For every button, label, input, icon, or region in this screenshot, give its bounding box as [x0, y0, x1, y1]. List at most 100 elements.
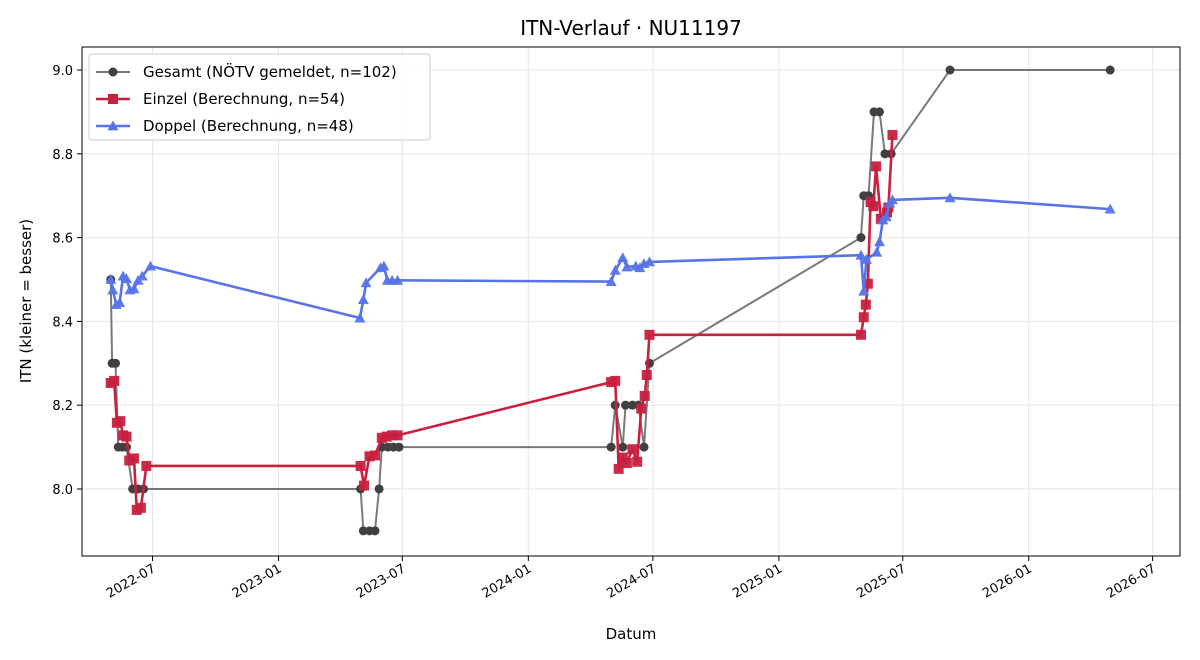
x-tick-label: 2024-01	[480, 561, 535, 601]
data-point	[636, 403, 647, 414]
data-point	[609, 264, 621, 275]
data-point	[1105, 65, 1115, 75]
data-point	[605, 276, 617, 287]
data-point	[639, 390, 650, 401]
data-point	[627, 444, 638, 455]
legend-entry: Doppel (Berechnung, n=48)	[143, 117, 354, 135]
data-point	[135, 502, 146, 513]
data-point	[856, 233, 866, 243]
data-point	[357, 294, 369, 305]
data-point	[855, 249, 867, 260]
legend-marker	[108, 94, 118, 104]
data-point	[394, 442, 404, 452]
data-point	[358, 526, 368, 536]
data-point	[621, 400, 631, 410]
legend-entry: Einzel (Berechnung, n=54)	[143, 90, 345, 108]
data-point	[862, 278, 873, 289]
legend-marker	[108, 67, 118, 77]
grid-lines	[82, 47, 1180, 556]
data-point	[144, 260, 156, 271]
data-point	[871, 246, 883, 257]
series-layer	[105, 65, 1116, 536]
data-point	[860, 299, 871, 310]
data-point	[107, 284, 119, 295]
data-point	[871, 161, 882, 172]
data-point	[880, 149, 890, 159]
data-point	[644, 329, 655, 340]
data-point	[621, 261, 633, 272]
data-point	[632, 456, 643, 467]
y-axis-ticks: 8.0 8.2 8.4 8.6 8.8 9.0	[52, 64, 82, 498]
data-point	[858, 285, 870, 296]
data-point	[618, 442, 628, 452]
data-point	[886, 194, 898, 205]
series-markers	[105, 192, 1116, 323]
series-triangle	[105, 192, 1116, 323]
data-point	[129, 453, 140, 464]
data-point	[369, 450, 380, 461]
data-point	[359, 480, 370, 491]
data-point	[860, 253, 872, 264]
x-tick-label: 2026-01	[980, 561, 1035, 601]
legend-marker	[107, 120, 119, 131]
x-tick-label: 2024-07	[604, 561, 659, 601]
data-point	[387, 430, 398, 441]
y-tick-label: 9.0	[52, 64, 73, 79]
data-point	[392, 274, 404, 285]
data-point	[354, 312, 366, 323]
series-line	[109, 196, 1111, 320]
data-point	[880, 211, 892, 222]
data-point	[374, 484, 384, 494]
data-point	[641, 370, 652, 381]
data-point	[874, 107, 884, 117]
data-point	[868, 201, 879, 212]
data-point	[370, 526, 380, 536]
data-point	[141, 460, 152, 471]
x-tick-label: 2023-01	[230, 561, 285, 601]
y-axis-label: ITN (kleiner = besser)	[17, 219, 35, 383]
x-tick-label: 2023-07	[354, 561, 409, 601]
data-point	[109, 375, 120, 386]
legend-box	[88, 53, 431, 141]
series-line	[110, 134, 894, 512]
data-point	[136, 270, 148, 281]
data-point	[115, 416, 126, 427]
data-point	[392, 430, 403, 441]
data-point	[355, 460, 366, 471]
data-point	[111, 358, 121, 368]
data-point	[858, 312, 869, 323]
data-point	[643, 256, 655, 267]
data-point	[945, 65, 955, 75]
data-point	[606, 442, 616, 452]
chart-title: ITN-Verlauf · NU11197	[520, 16, 742, 40]
y-tick-label: 8.2	[52, 399, 73, 414]
data-point	[944, 192, 956, 203]
y-tick-label: 8.4	[52, 315, 73, 330]
data-point	[378, 260, 390, 271]
data-point	[105, 274, 117, 284]
data-point	[120, 273, 132, 284]
legend: Gesamt (NÖTV gemeldet, n=102) Einzel (Ber…	[88, 53, 431, 141]
data-point	[617, 452, 628, 463]
data-point	[887, 129, 898, 140]
y-tick-label: 8.6	[52, 232, 73, 247]
x-tick-label: 2022-07	[104, 561, 159, 601]
legend-entry: Gesamt (NÖTV gemeldet, n=102)	[143, 62, 397, 81]
y-tick-label: 8.8	[52, 148, 73, 163]
data-point	[1104, 203, 1116, 214]
data-point	[621, 457, 632, 468]
data-point	[639, 442, 649, 452]
data-point	[610, 375, 621, 386]
data-point	[856, 329, 867, 340]
data-point	[121, 431, 132, 442]
data-point	[617, 252, 629, 263]
y-tick-label: 8.0	[52, 483, 73, 498]
data-point	[381, 431, 392, 442]
data-point	[114, 297, 126, 307]
data-point	[627, 400, 637, 410]
data-point	[128, 283, 140, 294]
x-tick-label: 2025-07	[854, 561, 909, 601]
data-point	[613, 463, 624, 474]
data-point	[364, 451, 375, 462]
